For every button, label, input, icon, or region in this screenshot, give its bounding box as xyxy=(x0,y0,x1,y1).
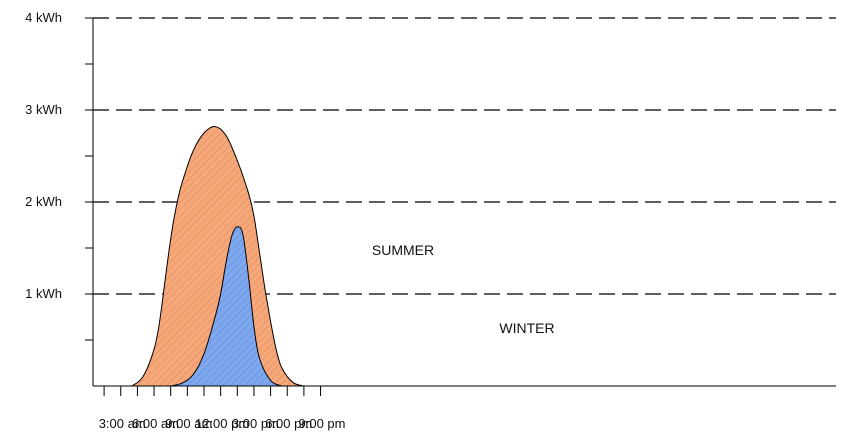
y-tick-label: 4 kWh xyxy=(25,10,62,25)
y-axis-ticks: 1 kWh 2 kWh 3 kWh 4 kWh xyxy=(25,10,93,341)
x-tick-label: 9:00 pm xyxy=(299,416,346,431)
x-tick-label: 3:00 pm xyxy=(232,416,279,431)
winter-series-label: WINTER xyxy=(499,320,554,336)
y-tick-label: 2 kWh xyxy=(25,194,62,209)
x-tick-label: 6:00 pm xyxy=(265,416,312,431)
x-tick-label: 12:00 pm xyxy=(195,416,249,431)
y-tick-label: 3 kWh xyxy=(25,102,62,117)
y-tick-label: 1 kWh xyxy=(25,286,62,301)
x-tick-label: 3:00 am xyxy=(99,416,146,431)
x-tick-label: 9:00 am xyxy=(165,416,212,431)
summer-series-label: SUMMER xyxy=(372,242,434,258)
x-tick-label: 6:00 am xyxy=(132,416,179,431)
area-series xyxy=(130,126,305,387)
area-winter xyxy=(170,226,282,387)
area-summer xyxy=(130,126,305,387)
